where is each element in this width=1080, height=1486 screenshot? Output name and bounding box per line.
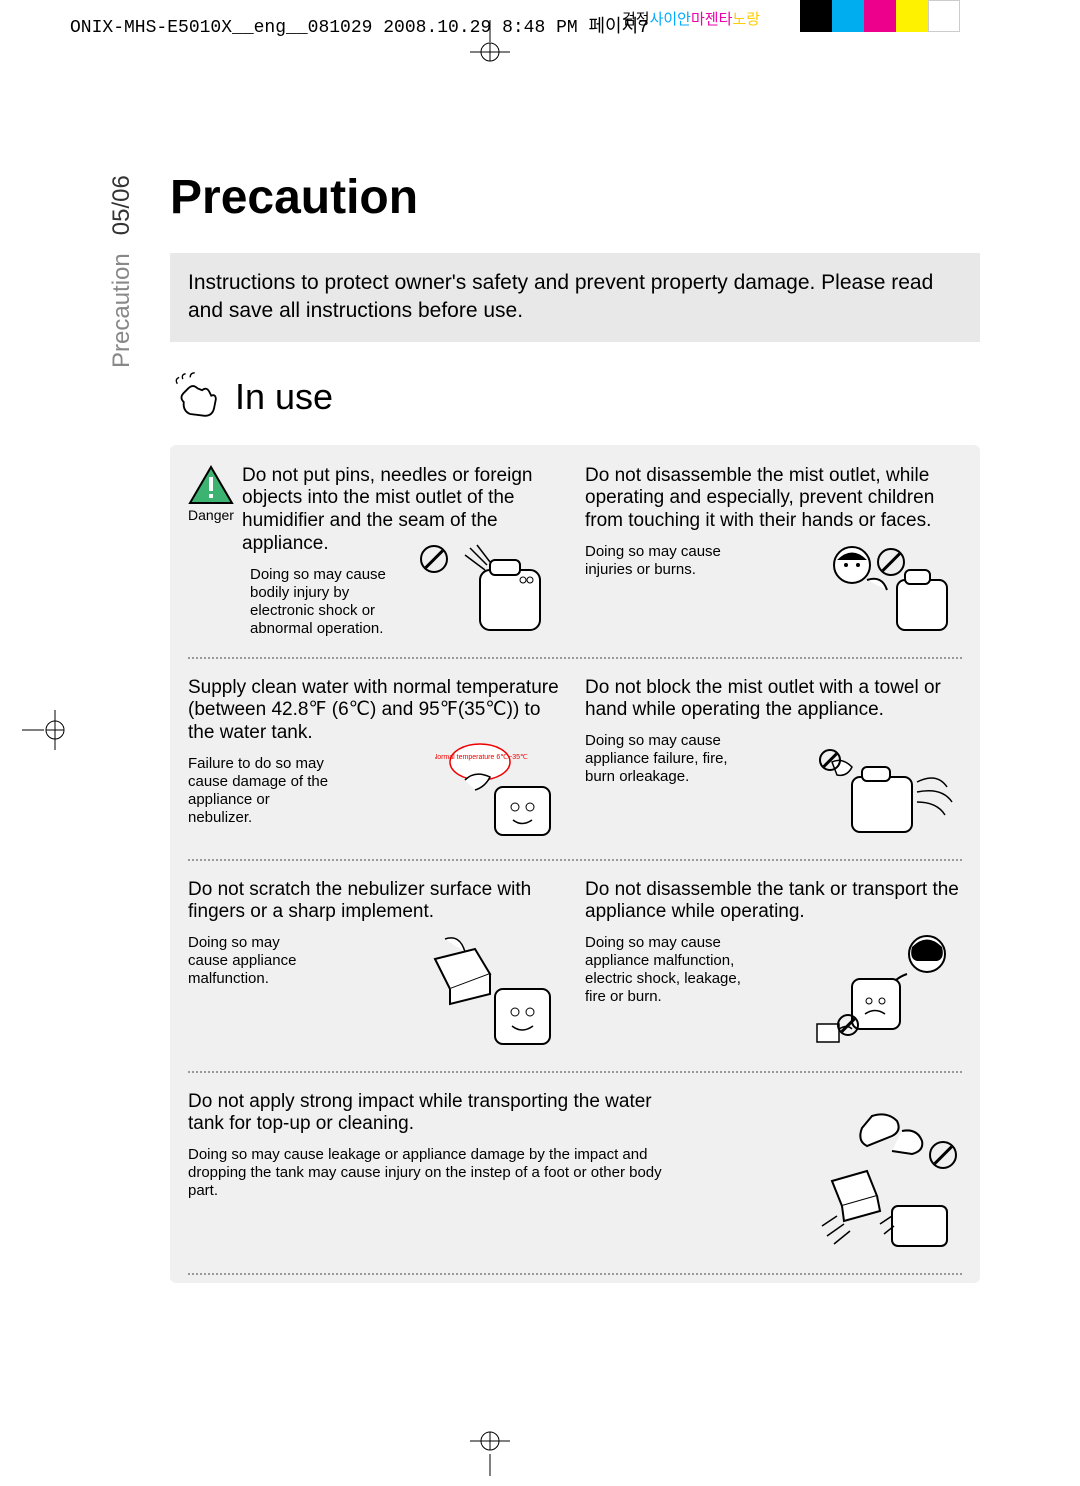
row-3: Do not scratch the nebulizer surface wit… [188,879,962,1059]
row-2: Supply clean water with normal temperatu… [188,677,962,847]
prohibit-icon [929,1141,957,1169]
danger-icon-wrap: Danger [188,465,234,523]
caption-1-2: Doing so may cause injuries or burns. [585,543,736,579]
col-3-2: Do not disassemble the tank or transport… [585,879,962,1059]
illustration-1-2 [812,540,962,645]
crop-mark-top [460,20,520,70]
swatch-yellow [896,0,928,32]
illustration-1-1 [455,540,565,645]
side-tab-label: Precaution [108,253,136,368]
divider [188,657,962,659]
col-2-1: Supply clean water with normal temperatu… [188,677,565,847]
caption-1-1: Doing so may cause bodily injury by elec… [250,566,408,638]
illustration-3-2 [807,929,962,1059]
warning-text-1-2: Do not disassemble the mist outlet, whil… [585,465,962,533]
warning-text-3-1: Do not scratch the nebulizer surface wit… [188,879,565,925]
divider [188,859,962,861]
row-4: Do not apply strong impact while transpo… [188,1091,962,1261]
crop-mark-bottom [460,1426,520,1476]
illustration-4 [772,1106,962,1261]
color-label: 검정사이안마젠타노랑 [622,8,760,29]
row-1: Danger Do not put pins, needles or forei… [188,465,962,645]
prohibit-icon [837,1014,859,1036]
caption-3-2: Doing so may cause appliance malfunction… [585,934,743,1006]
color-label-black: 검정 [622,11,650,28]
color-label-cyan: 사이안 [650,11,691,28]
warning-text-4: Do not apply strong impact while transpo… [188,1091,652,1137]
illustration-2-2 [817,747,962,847]
svg-text:Normal temperature 6℃~35℃: Normal temperature 6℃~35℃ [435,754,528,761]
caption-2-1: Failure to do so may cause damage of the… [188,755,331,827]
intro-box: Instructions to protect owner's safety a… [170,253,980,342]
danger-label: Danger [188,507,234,523]
color-label-magenta: 마젠타 [691,11,732,28]
caption-4: Doing so may cause leakage or appliance … [188,1146,691,1200]
divider [188,1273,962,1275]
color-registration-bar [800,0,960,32]
swatch-black [800,0,832,32]
warning-text-2-2: Do not block the mist outlet with a towe… [585,677,962,723]
col-2-2: Do not block the mist outlet with a towe… [585,677,962,847]
side-tab-page: 05/06 [108,175,136,235]
section-title: In use [235,376,333,418]
col-1-1: Danger Do not put pins, needles or forei… [188,465,565,645]
prohibit-icon [877,548,905,576]
color-label-yellow: 노랑 [732,11,760,28]
illustration-2-1: Normal temperature 6℃~35℃ [435,732,565,847]
danger-triangle-icon [188,465,234,505]
swatch-magenta [864,0,896,32]
page-title: Precaution [170,170,980,225]
divider [188,1071,962,1073]
crop-mark-left [22,700,72,760]
col-4: Do not apply strong impact while transpo… [188,1091,962,1261]
print-header: ONIX-MHS-E5010X__eng__081029 2008.10.29 … [70,12,649,38]
prohibit-icon [420,545,448,573]
col-1-2: Do not disassemble the mist outlet, whil… [585,465,962,645]
caption-2-2: Doing so may cause appliance failure, fi… [585,732,755,786]
side-tab: Precaution 05/06 [108,175,136,368]
swatch-white [928,0,960,32]
swatch-cyan [832,0,864,32]
precaution-box: Danger Do not put pins, needles or forei… [170,445,980,1283]
caption-3-1: Doing so may cause appliance malfunction… [188,934,320,988]
section-header: In use [170,370,980,425]
warning-text-3-2: Do not disassemble the tank or transport… [585,879,962,925]
hand-icon [170,370,225,425]
prohibit-icon [819,749,841,771]
illustration-3-1 [415,934,565,1059]
col-3-1: Do not scratch the nebulizer surface wit… [188,879,565,1059]
